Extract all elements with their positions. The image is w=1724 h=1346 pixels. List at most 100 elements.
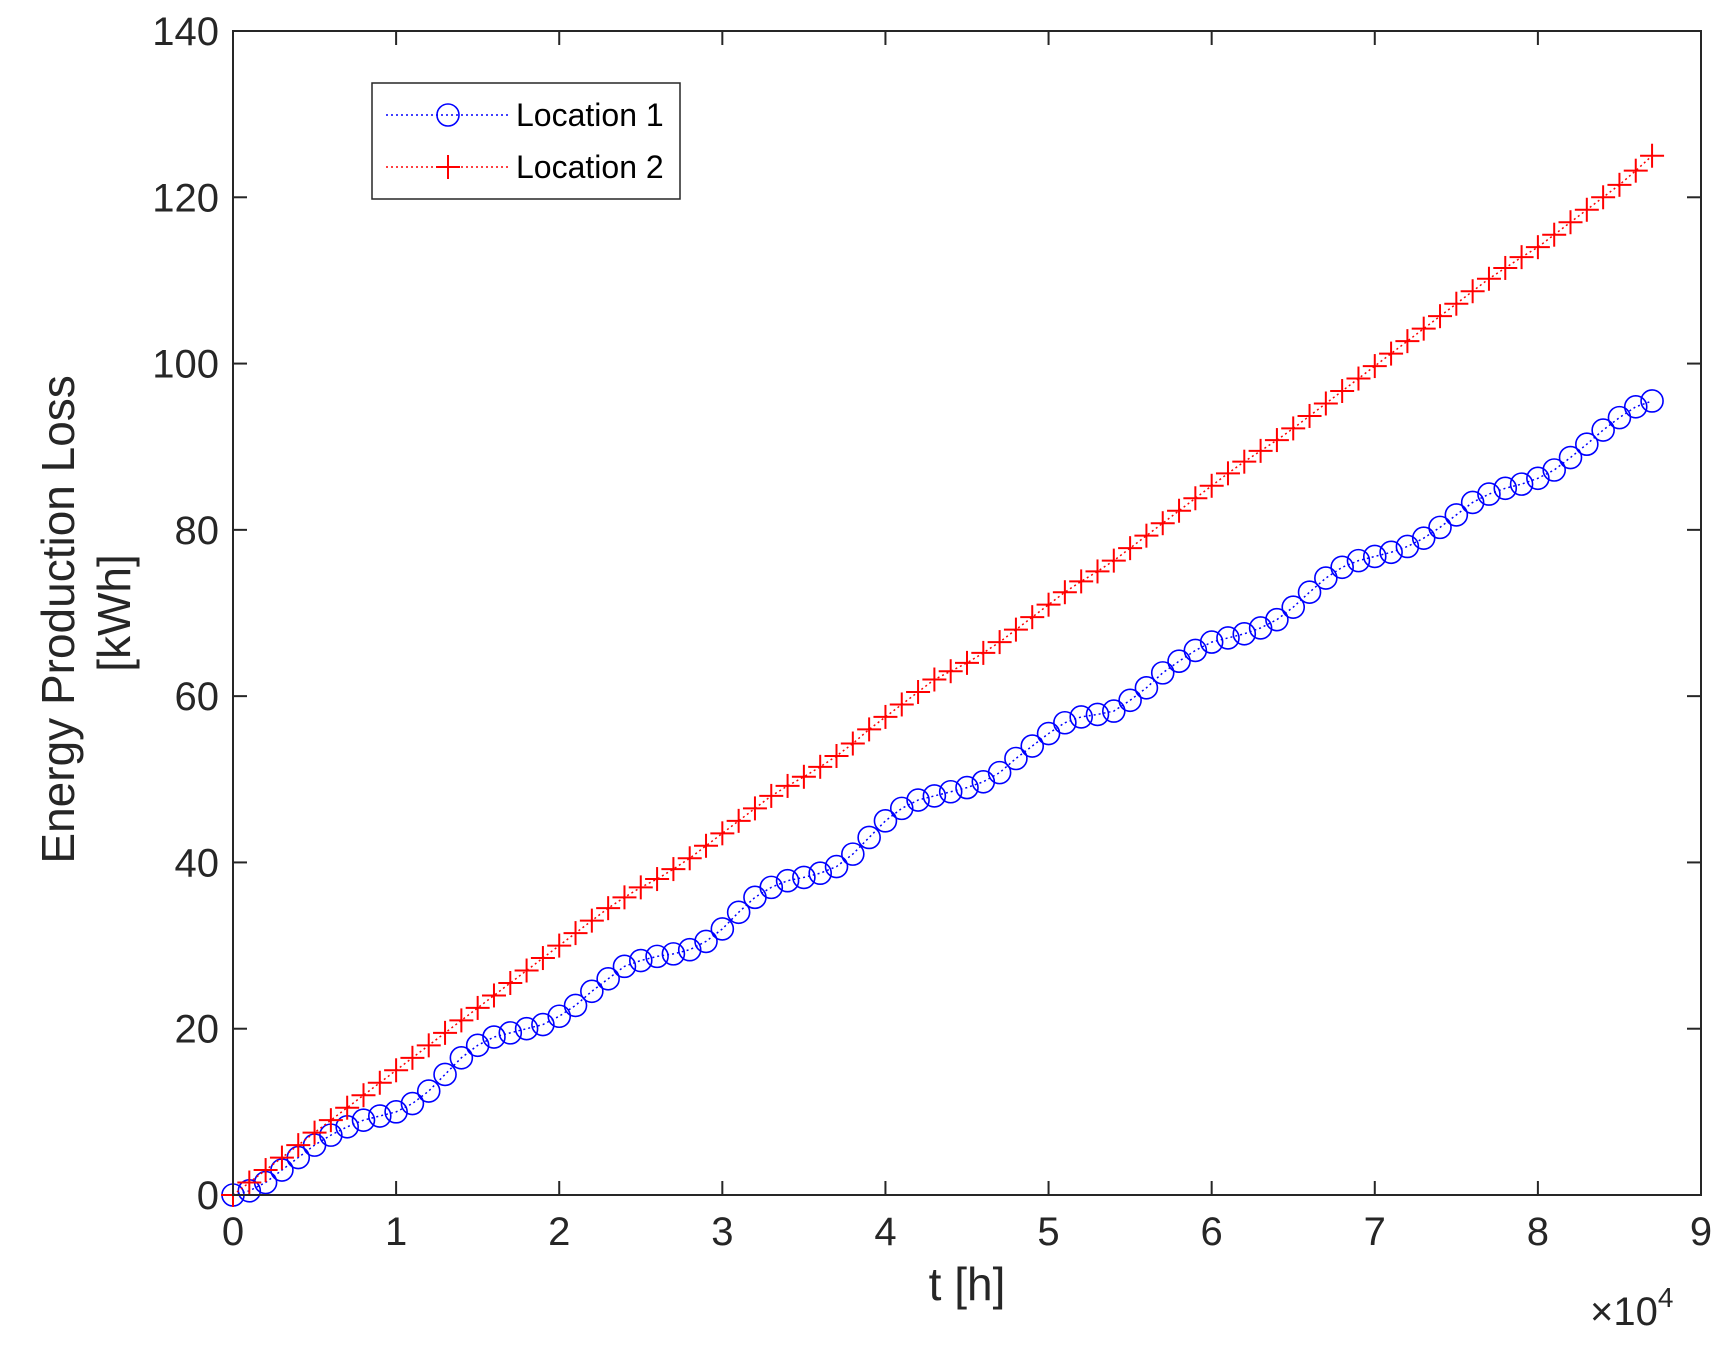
data-point [1167,498,1192,523]
data-point [1411,316,1436,341]
data-point [1248,616,1273,640]
data-point [955,650,979,675]
data-point [1411,526,1436,550]
data-point [1281,416,1306,441]
x-tick-label: 5 [1037,1210,1059,1254]
x-multiplier-exponent: 4 [1658,1282,1674,1313]
data-point [1444,291,1469,316]
data-point [1346,548,1371,573]
data-point [661,942,686,966]
data-point [824,744,849,769]
data-point [1330,555,1354,580]
data-point [449,1008,474,1033]
data-point [1101,548,1126,573]
data-point [1085,559,1110,584]
data-point [677,937,702,962]
data-point [1460,279,1485,304]
data-point [531,1012,555,1037]
data-point [775,773,800,798]
y-tick-label: 100 [152,343,219,387]
data-point [416,1033,441,1058]
x-axis-multiplier: ×104 [1590,1282,1673,1334]
x-tick-label: 7 [1364,1210,1386,1254]
data-point [987,760,1012,785]
data-point [1379,540,1403,565]
data-point [1558,210,1583,235]
x-tick-label: 2 [548,1210,570,1254]
data-point [1118,688,1142,713]
data-point [694,833,719,858]
legend-entries: Location 1 Location 2 [386,97,664,185]
data-point [514,1016,539,1041]
data-point [677,846,702,871]
data-point [889,692,914,717]
data-point [481,983,506,1008]
y-tick-label: 120 [152,176,219,220]
legend-marker [436,103,460,127]
data-point [384,1100,408,1124]
data-point [1509,245,1534,270]
data-point [1428,304,1453,329]
data-point [1232,621,1257,646]
legend-entry-2: Location 2 [386,149,664,185]
axis-ticks: 0 1 2 3 4 5 6 7 8 9 0 20 40 60 80 100 120 140 [152,10,1712,1254]
data-point [1085,702,1110,727]
data-point [1525,235,1550,260]
data-point [710,821,735,846]
data-point [1493,255,1518,280]
data-point [1036,592,1061,617]
data-point [547,1004,572,1029]
data-point [1526,466,1550,491]
data-point [1150,661,1175,685]
data-point [1607,172,1632,197]
data-point [1542,222,1567,247]
data-point [498,1021,523,1045]
data-point [1167,649,1191,674]
y-tick-label: 80 [175,509,220,553]
y-tick-label: 140 [152,10,219,54]
data-point [433,1062,457,1087]
y-axis-label-line-2: [kWh] [88,554,140,672]
y-tick-label: 20 [175,1008,220,1052]
data-point [987,630,1012,655]
data-point [400,1091,425,1116]
data-point [1477,482,1501,506]
data-point [1264,428,1289,453]
data-point [759,875,784,900]
x-multiplier-base: ×10 [1590,1290,1658,1334]
legend: Location 1 Location 2 [371,82,681,200]
data-point [955,775,979,800]
data-point [726,900,751,925]
data-point [726,808,751,833]
data-point [1379,341,1404,366]
data-point [1623,158,1648,183]
y-tick-label: 60 [175,675,220,719]
data-point [1265,607,1289,632]
data-point [465,1033,490,1058]
data-point [1248,438,1273,463]
data-point [416,1079,441,1103]
data-point [1199,473,1224,498]
data-point [775,868,800,893]
data-point [1020,734,1045,758]
data-point [1216,626,1240,650]
data-point [367,1104,392,1128]
data-point [596,967,620,991]
data-point [840,731,865,756]
data-point [1134,523,1159,548]
data-point [335,1095,360,1120]
data-point [596,896,621,921]
data-point [1476,266,1501,291]
data-point [742,796,767,821]
data-point [237,1170,262,1195]
data-point [971,640,996,665]
data-point [498,970,523,995]
data-point [465,995,490,1020]
data-point [759,783,784,808]
data-point [1558,445,1583,470]
data-point [579,908,604,933]
data-point [302,1120,327,1145]
y-tick-label: 40 [175,841,220,885]
